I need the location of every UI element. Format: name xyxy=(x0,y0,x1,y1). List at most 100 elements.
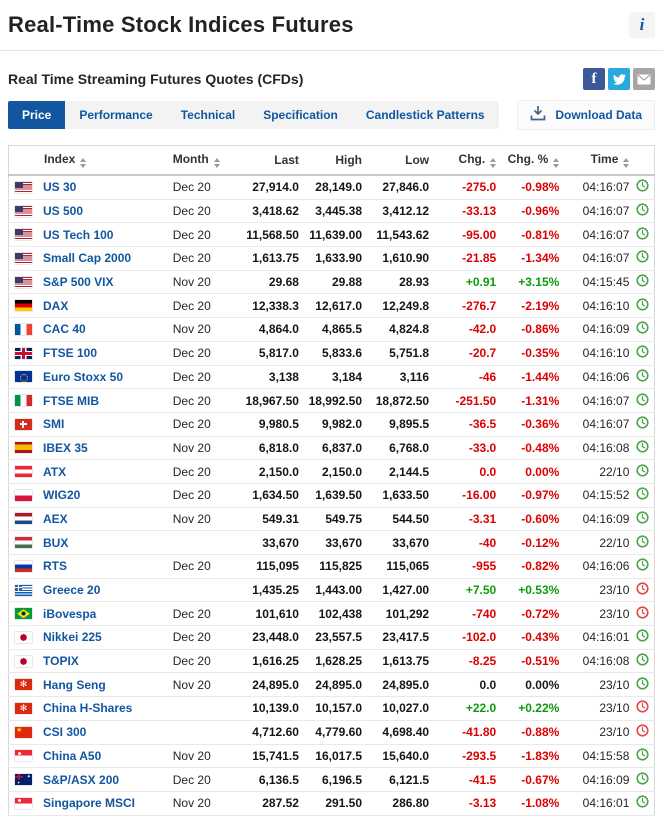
index-link[interactable]: Small Cap 2000 xyxy=(43,251,132,266)
change-cell: -33.13 xyxy=(430,199,498,224)
clock-status-icon[interactable] xyxy=(636,392,649,406)
clock-status-icon[interactable] xyxy=(636,298,649,311)
table-row: S&P 500 VIX Nov 20 29.68 29.88 28.93 +0.91 +3.… xyxy=(8,270,655,295)
index-link[interactable]: RTS xyxy=(43,559,67,574)
index-link[interactable]: Greece 20 xyxy=(43,583,101,598)
change-cell: +0.91 xyxy=(430,270,498,295)
index-link[interactable]: ATX xyxy=(43,464,67,479)
clock-status-icon[interactable] xyxy=(636,724,649,737)
futures-table-container: Index Month Last High Low Chg. Chg. % Ti… xyxy=(8,145,655,816)
time-cell: 23/10 xyxy=(560,696,631,721)
email-share-icon[interactable] xyxy=(633,68,655,90)
index-link[interactable]: China H-Shares xyxy=(43,701,133,716)
index-link[interactable]: TOPIX xyxy=(43,654,79,669)
clock-status-icon[interactable] xyxy=(636,464,649,477)
column-header-low[interactable]: Low xyxy=(363,145,431,176)
index-link[interactable]: FTSE MIB xyxy=(43,393,99,408)
tab-technical[interactable]: Technical xyxy=(180,108,236,122)
tab-price[interactable]: Price xyxy=(8,101,66,129)
change-cell: -3.31 xyxy=(430,507,498,532)
clock-status-icon[interactable] xyxy=(636,535,649,548)
column-header-index[interactable]: Index xyxy=(8,145,166,176)
index-link[interactable]: Euro Stoxx 50 xyxy=(43,369,124,384)
column-header-last[interactable]: Last xyxy=(235,145,300,176)
low-cell: 33,670 xyxy=(363,530,431,555)
index-link[interactable]: FTSE 100 xyxy=(43,346,98,361)
table-row: Euro Stoxx 50 Dec 20 3,138 3,184 3,116 -46 -1.… xyxy=(8,365,655,390)
tab-specification[interactable]: Specification xyxy=(263,108,338,122)
index-link[interactable]: US 30 xyxy=(43,180,77,195)
table-row: CAC 40 Nov 20 4,864.0 4,865.5 4,824.8 -42.0 -0… xyxy=(8,317,655,342)
clock-status-icon[interactable] xyxy=(636,345,649,358)
month-cell: Dec 20 xyxy=(165,199,236,224)
column-header-time[interactable]: Time xyxy=(560,145,631,176)
index-link[interactable]: BUX xyxy=(43,535,69,550)
index-link[interactable]: AEX xyxy=(43,511,68,526)
clock-status-icon[interactable] xyxy=(636,416,649,429)
index-link[interactable]: Singapore MSCI xyxy=(43,796,136,811)
info-icon[interactable]: i xyxy=(629,12,655,38)
clock-status-icon[interactable] xyxy=(636,677,649,690)
clock-status-icon[interactable] xyxy=(636,321,649,335)
clock-status-icon[interactable] xyxy=(636,629,649,642)
column-header-month[interactable]: Month xyxy=(165,145,236,176)
index-link[interactable]: Hang Seng xyxy=(43,677,106,692)
index-link[interactable]: S&P/ASX 200 xyxy=(43,772,120,787)
table-row: CSI 300 4,712.604,779.604,698.40-41.80-0.… xyxy=(8,720,655,745)
index-link[interactable]: iBovespa xyxy=(43,606,97,621)
sort-icon xyxy=(80,158,87,168)
time-cell: 04:16:08 xyxy=(560,649,631,674)
table-row: Greece 20 1,435.25 1,443.00 1,427.00 +7.50 +0… xyxy=(8,578,655,603)
download-data-button[interactable]: Download Data xyxy=(517,100,655,130)
clock-status-icon[interactable] xyxy=(636,227,649,240)
clock-status-icon[interactable] xyxy=(636,487,649,500)
tab-candlestick-patterns[interactable]: Candlestick Patterns xyxy=(365,108,485,122)
change-cell: -740 xyxy=(430,601,498,627)
change-cell: +7.50 xyxy=(430,578,498,603)
index-link[interactable]: IBEX 35 xyxy=(43,440,88,455)
index-link[interactable]: S&P 500 VIX xyxy=(43,275,114,290)
column-header-chg-pct[interactable]: Chg. % xyxy=(497,145,561,176)
clock-status-icon[interactable] xyxy=(636,558,649,571)
index-link[interactable]: US Tech 100 xyxy=(43,227,114,242)
us-flag-icon xyxy=(15,229,32,241)
low-cell: 1,610.90 xyxy=(363,246,431,271)
clock-status-icon[interactable] xyxy=(636,179,649,192)
last-cell: 29.68 xyxy=(235,270,300,295)
column-header-high[interactable]: High xyxy=(299,145,364,176)
index-link[interactable]: CSI 300 xyxy=(43,725,87,740)
time-cell: 22/10 xyxy=(560,459,631,484)
clock-status-icon[interactable] xyxy=(636,203,649,216)
index-link[interactable]: China A50 xyxy=(43,748,102,763)
clock-status-icon[interactable] xyxy=(636,606,649,619)
index-link[interactable]: Nikkei 225 xyxy=(43,630,102,645)
tab-performance[interactable]: Performance xyxy=(79,108,153,122)
index-link[interactable]: DAX xyxy=(43,298,69,313)
clock-status-icon[interactable] xyxy=(636,700,649,714)
clock-status-icon[interactable] xyxy=(636,511,649,524)
facebook-share-icon[interactable]: f xyxy=(583,68,605,90)
low-cell: 286.80 xyxy=(363,791,431,816)
index-link[interactable]: SMI xyxy=(43,417,65,432)
last-cell: 24,895.0 xyxy=(235,672,300,698)
clock-status-icon[interactable] xyxy=(636,440,649,453)
clock-status-icon[interactable] xyxy=(636,771,649,785)
index-link[interactable]: US 500 xyxy=(43,204,84,219)
clock-status-icon[interactable] xyxy=(636,653,649,666)
index-link[interactable]: CAC 40 xyxy=(43,322,86,337)
index-link[interactable]: WIG20 xyxy=(43,488,81,503)
high-cell: 2,150.0 xyxy=(299,459,364,484)
last-cell: 549.31 xyxy=(235,507,300,532)
column-header-chg[interactable]: Chg. xyxy=(430,145,498,176)
clock-status-icon[interactable] xyxy=(636,274,649,287)
clock-status-icon[interactable] xyxy=(636,748,649,761)
clock-status-icon[interactable] xyxy=(636,250,649,263)
clock-status-icon[interactable] xyxy=(636,369,649,382)
twitter-share-icon[interactable] xyxy=(608,68,630,90)
hk-flag-icon xyxy=(15,679,32,691)
time-cell: 04:16:10 xyxy=(560,293,631,319)
low-cell: 10,027.0 xyxy=(363,696,431,721)
clock-status-icon[interactable] xyxy=(636,582,649,595)
low-cell: 3,412.12 xyxy=(363,199,431,224)
clock-status-icon[interactable] xyxy=(636,795,649,808)
